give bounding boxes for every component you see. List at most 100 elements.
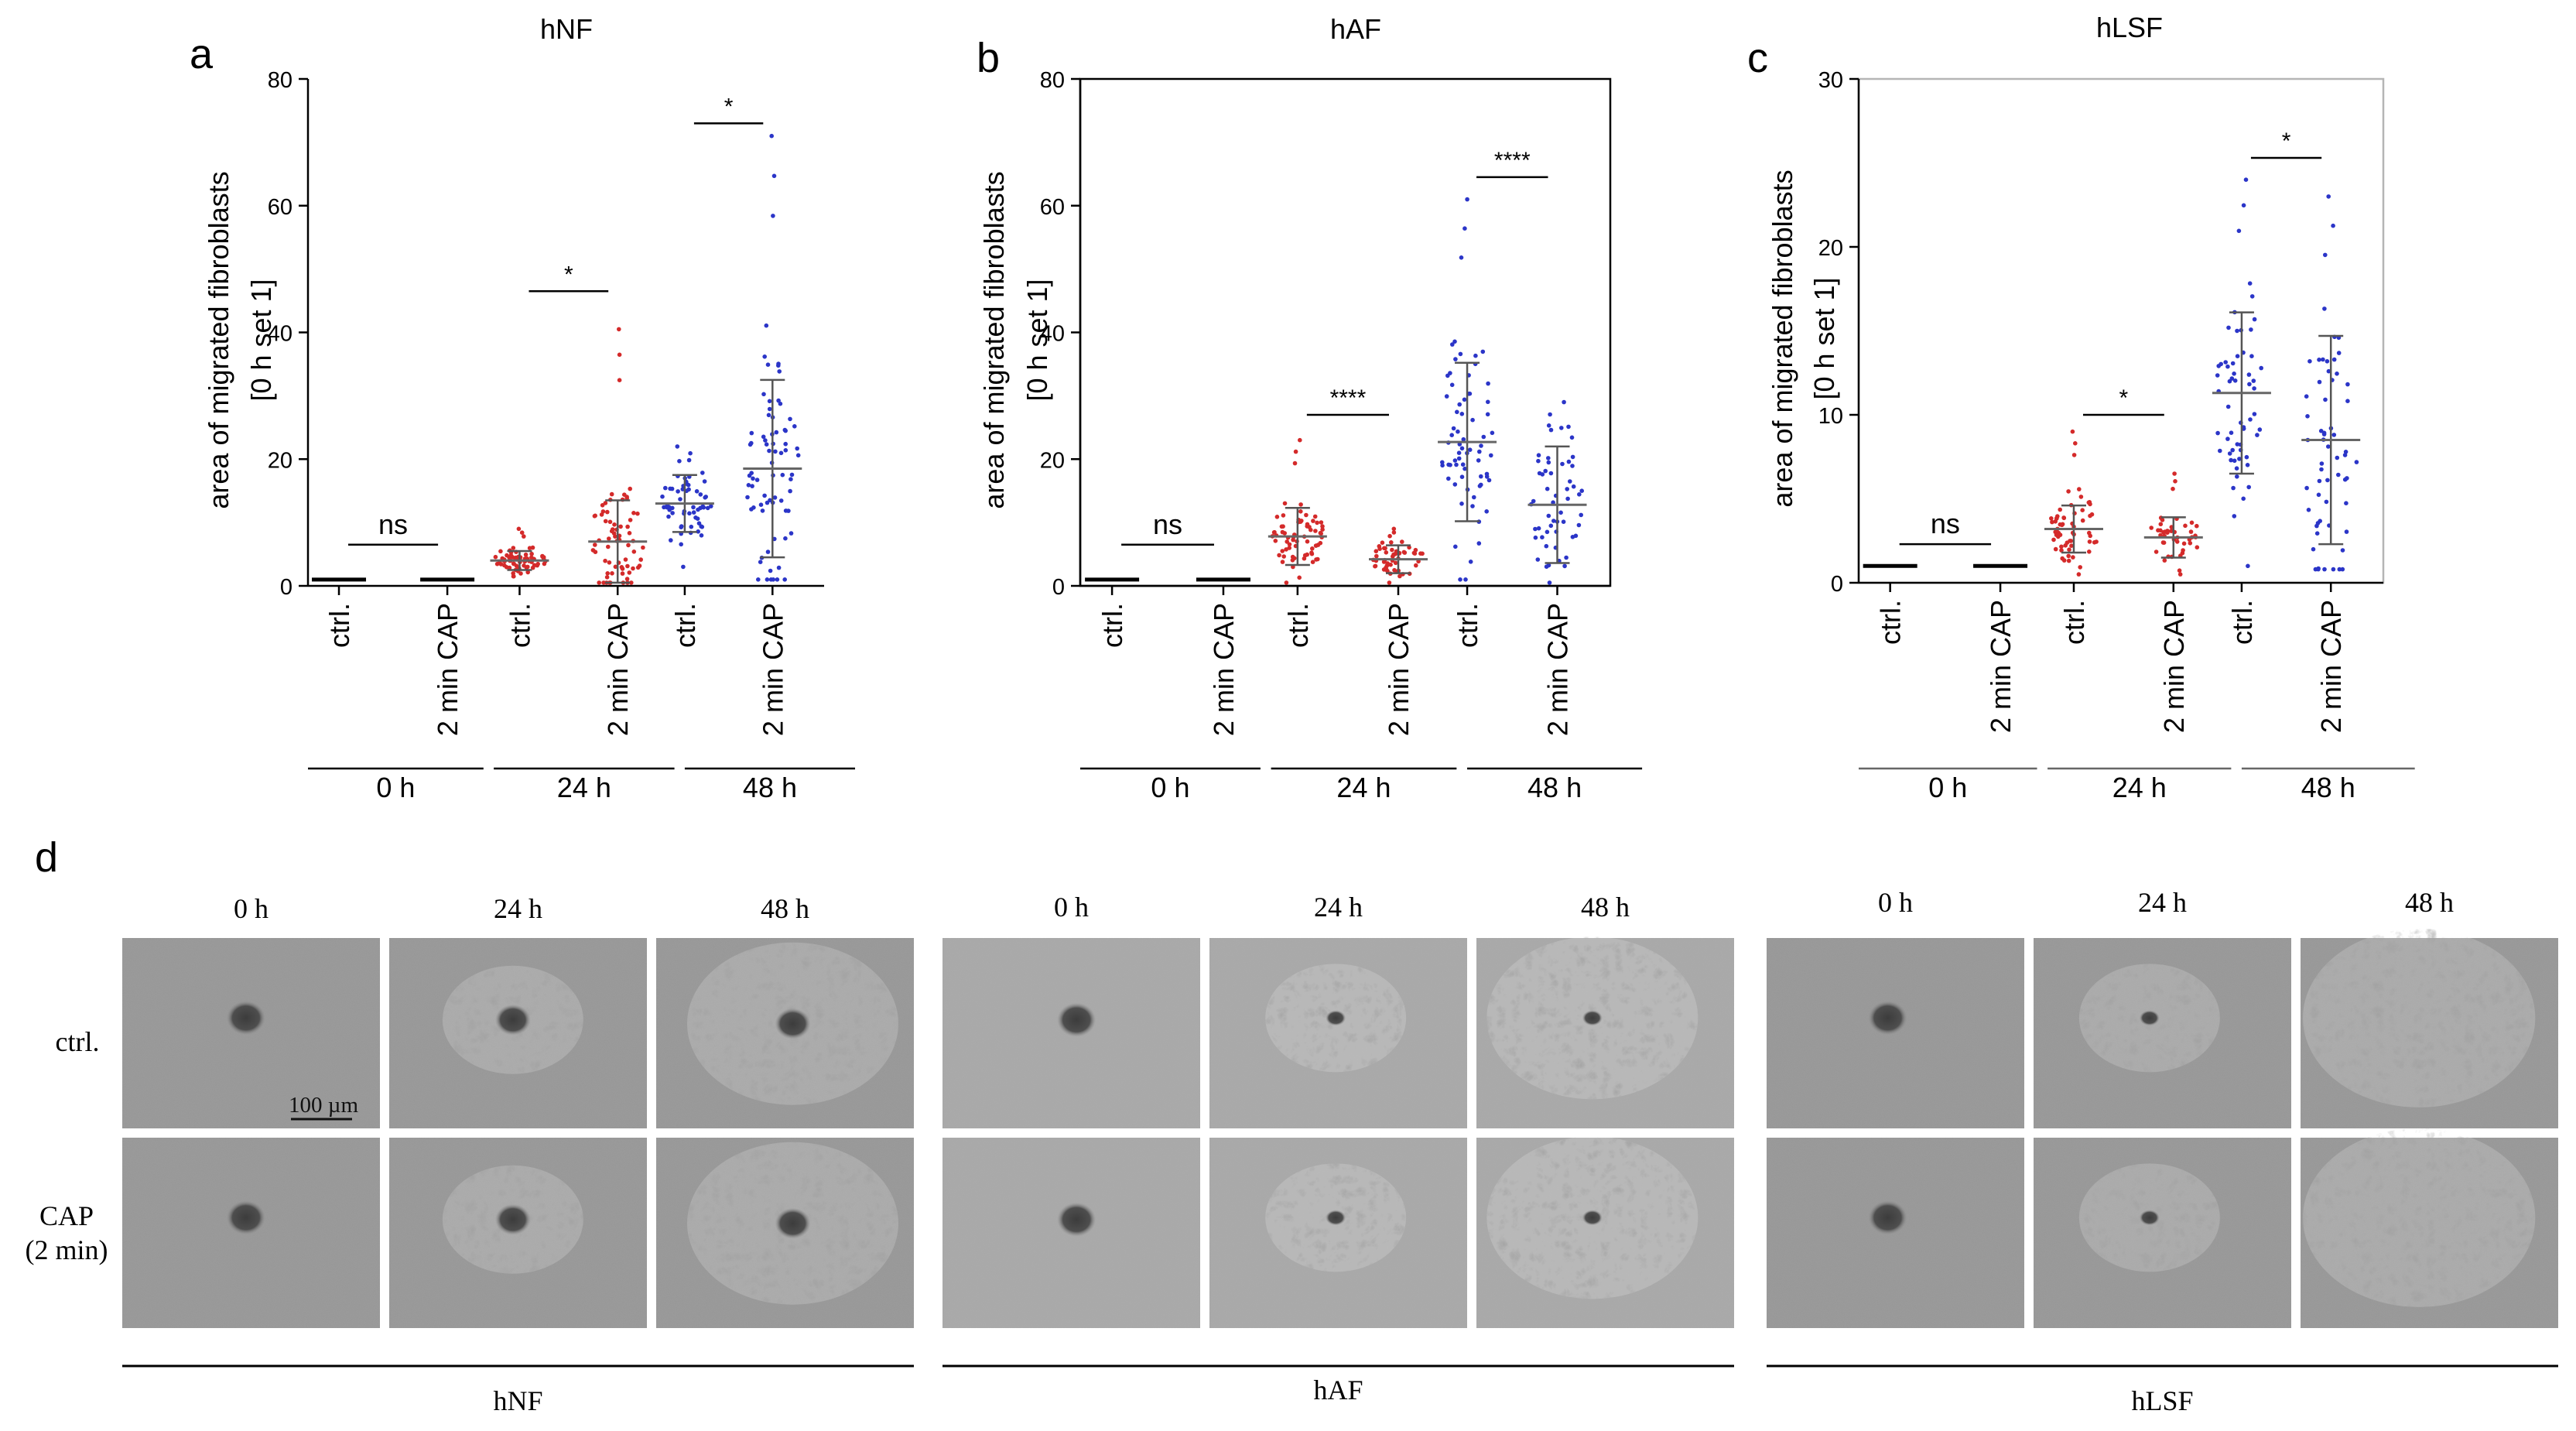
- data-point: [2248, 417, 2253, 422]
- data-point: [1533, 535, 1538, 540]
- data-point: [2316, 567, 2321, 572]
- data-point: [1481, 434, 1486, 440]
- data-point: [635, 565, 641, 570]
- data-point: [1315, 556, 1320, 562]
- data-point: [1305, 552, 1309, 557]
- data-point: [767, 448, 771, 454]
- micrograph-timepoint-label: 0 h: [1878, 887, 1913, 918]
- data-point: [1387, 533, 1392, 539]
- data-point: [1280, 529, 1285, 535]
- data-point: [2259, 365, 2263, 371]
- x-tick-label: ctrl.: [669, 603, 701, 648]
- data-point: [2177, 572, 2183, 577]
- data-point: [745, 495, 750, 500]
- data-point: [1389, 540, 1394, 545]
- micrograph-tile: [1209, 938, 1467, 1128]
- data-point: [1458, 351, 1463, 357]
- data-point: [1456, 456, 1462, 461]
- y-tick-label: 20: [268, 448, 292, 473]
- data-point: [1297, 575, 1302, 580]
- data-point: [780, 472, 785, 478]
- data-point: [2055, 514, 2060, 519]
- data-point: [1391, 530, 1397, 535]
- data-point: [625, 524, 630, 529]
- data-point: [1388, 562, 1393, 567]
- data-point: [2340, 567, 2345, 572]
- data-point: [624, 577, 630, 581]
- data-point: [2078, 565, 2082, 570]
- data-point: [1544, 564, 1549, 569]
- data-point: [1540, 535, 1545, 539]
- data-point: [605, 571, 610, 576]
- x-tick-label: ctrl.: [2058, 600, 2090, 645]
- data-point: [783, 428, 788, 433]
- data-point: [699, 533, 704, 538]
- data-point: [1568, 479, 1572, 484]
- data-point: [2340, 548, 2345, 553]
- data-point: [2304, 394, 2309, 399]
- data-point: [2232, 371, 2236, 376]
- data-point: [1558, 510, 1563, 515]
- data-point: [764, 442, 769, 447]
- micrograph-row-label-duration: (2 min): [26, 1234, 108, 1265]
- data-point: [2061, 515, 2066, 520]
- y-tick-label: 20: [1818, 236, 1843, 261]
- data-point: [2172, 471, 2177, 476]
- data-point: [1320, 527, 1325, 532]
- data-point: [625, 563, 630, 569]
- data-point: [603, 558, 607, 563]
- data-point: [1459, 474, 1465, 479]
- data-point: [1397, 573, 1402, 579]
- data-point: [1547, 580, 1552, 585]
- panel-letter-a: a: [190, 31, 214, 77]
- data-point: [1310, 546, 1315, 551]
- micrograph-tile: [389, 938, 647, 1128]
- data-point: [663, 485, 668, 491]
- data-point: [2257, 427, 2263, 432]
- data-point: [2307, 359, 2312, 364]
- data-point: [612, 522, 617, 527]
- data-point: [1298, 509, 1303, 514]
- data-point: [1546, 460, 1551, 465]
- data-point: [751, 476, 755, 481]
- data-point: [1453, 544, 1458, 549]
- data-point: [2229, 430, 2234, 435]
- data-point: [1313, 529, 1318, 533]
- data-point: [2252, 412, 2257, 416]
- data-point: [2071, 555, 2075, 560]
- data-point: [2306, 508, 2311, 512]
- significance-label: ****: [1494, 148, 1531, 173]
- timepoint-label: 0 h: [1151, 772, 1189, 803]
- data-point: [2321, 432, 2327, 436]
- data-point: [2058, 507, 2062, 512]
- micrograph-tile: [942, 1138, 1200, 1328]
- data-point: [1374, 549, 1379, 553]
- significance-label: *: [564, 262, 573, 287]
- data-point: [1440, 460, 1445, 465]
- data-point: [620, 567, 625, 571]
- data-point: [1298, 437, 1302, 443]
- data-point: [1298, 502, 1303, 507]
- data-point: [756, 577, 761, 582]
- data-point: [1444, 394, 1449, 399]
- data-point: [2173, 479, 2177, 484]
- data-point: [1315, 543, 1321, 547]
- data-point: [542, 561, 547, 567]
- data-point: [2317, 358, 2321, 362]
- data-point: [700, 471, 705, 475]
- y-tick-label: 0: [1052, 575, 1065, 600]
- data-point: [2080, 518, 2085, 523]
- data-point: [1281, 554, 1286, 559]
- data-point: [508, 553, 514, 558]
- data-point: [1486, 399, 1490, 405]
- data-point: [1293, 449, 1298, 454]
- data-point: [1374, 553, 1379, 559]
- data-point: [1387, 580, 1392, 585]
- data-point: [2335, 455, 2340, 460]
- data-point: [2158, 528, 2163, 533]
- data-point: [2169, 529, 2174, 533]
- data-point: [1561, 519, 1566, 524]
- data-point: [2317, 379, 2322, 385]
- y-tick-label: 60: [268, 195, 292, 220]
- data-point: [1373, 563, 1377, 569]
